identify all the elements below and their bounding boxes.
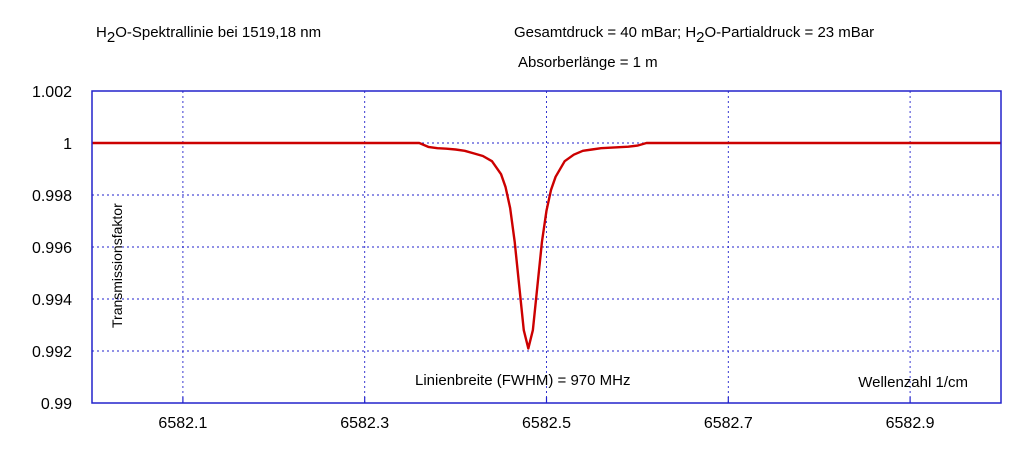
grid [92, 91, 1001, 403]
x-axis-label: Wellenzahl 1/cm [858, 374, 968, 391]
fwhm-annotation: Linienbreite (FWHM) = 970 MHz [415, 372, 630, 389]
y-tick-label: 0.996 [32, 240, 72, 257]
x-tick-label: 6582.9 [886, 415, 935, 432]
y-tick-label: 0.994 [32, 292, 72, 309]
y-tick-label: 0.99 [41, 396, 72, 413]
x-tick-label: 6582.1 [158, 415, 207, 432]
y-axis-label: Transmissionsfaktor [109, 203, 125, 328]
series-layer [92, 141, 1001, 350]
x-tick-label: 6582.3 [340, 415, 389, 432]
chart-title-left: H2O-Spektrallinie bei 1519,18 nm [96, 24, 321, 46]
y-tick-label: 1.002 [32, 84, 72, 101]
transmission-series-line [92, 141, 1001, 350]
x-tick-label: 6582.5 [522, 415, 571, 432]
chart-title-right-line1: Gesamtdruck = 40 mBar; H2O-Partialdruck … [514, 24, 874, 46]
y-tick-label: 1 [63, 136, 72, 153]
y-tick-label: 0.998 [32, 188, 72, 205]
axis-ticks: 0.99 0.992 0.994 0.996 0.998 1 1.002 6582.1 6582… [32, 84, 935, 432]
x-tick-label: 6582.7 [704, 415, 753, 432]
chart-title-right-line2: Absorberlänge = 1 m [518, 54, 658, 71]
plot-frame [91, 90, 1002, 404]
y-tick-label: 0.992 [32, 344, 72, 361]
